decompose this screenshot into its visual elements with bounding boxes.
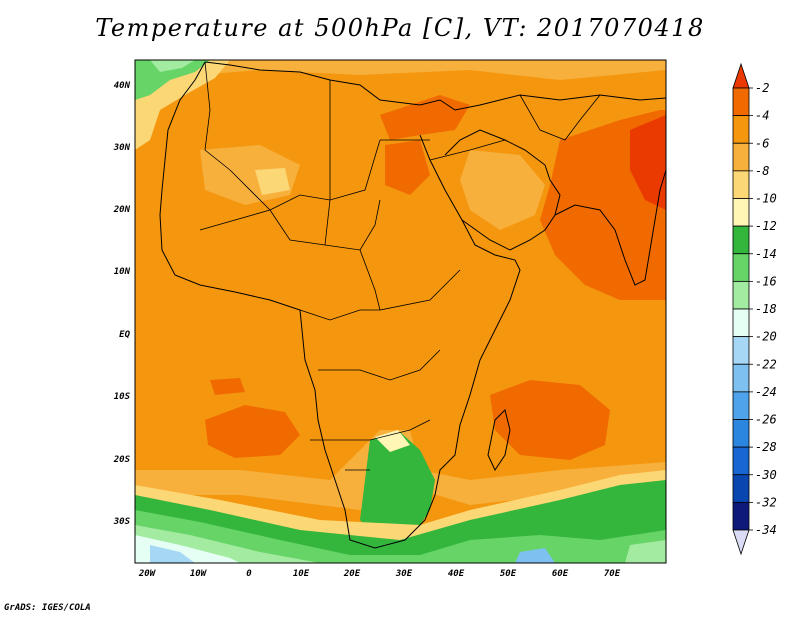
colorbar-swatch (732, 87, 750, 117)
longitude-axis: 20W 10W 0 10E 20E 30E 40E 50E 60E 70E (138, 569, 621, 579)
lon-label-0: 0 (246, 569, 252, 579)
lon-label-60e: 60E (552, 569, 569, 579)
colorbar-label: -8 (755, 164, 769, 178)
colorbar-swatch (732, 225, 750, 255)
colorbar-swatch (732, 115, 750, 144)
lat-label-40n: 40N (114, 81, 131, 91)
colorbar-label: -20 (755, 330, 777, 344)
colorbar-label: -16 (755, 274, 777, 288)
colorbar-label: -28 (755, 440, 777, 454)
colorbar-swatch (732, 391, 750, 420)
colorbar-label: -24 (755, 385, 777, 399)
lon-label-20w: 20W (138, 569, 157, 579)
colorbar-label: -32 (755, 495, 777, 509)
lat-label-10s: 10S (114, 392, 131, 402)
colorbar-label: -14 (755, 247, 777, 261)
colorbar-swatch (732, 142, 750, 172)
coastlines (159, 61, 666, 549)
colorbar-label: -12 (755, 219, 777, 233)
colorbar-bottom-arrow (732, 529, 750, 556)
lat-label-20s: 20S (113, 455, 131, 465)
colorbar-swatch (732, 446, 750, 476)
colorbar-label: -34 (755, 523, 777, 537)
lon-label-50e: 50E (500, 569, 517, 579)
colorbar-label: -6 (755, 136, 769, 150)
lon-label-70e: 70E (604, 569, 621, 579)
colorbar-label: -30 (755, 468, 777, 482)
colorbar-label: -22 (755, 357, 777, 371)
map-frame (134, 59, 667, 564)
colorbar-label: -2 (755, 81, 769, 95)
lat-label-eq: EQ (119, 330, 130, 340)
lon-label-10w: 10W (190, 569, 208, 579)
lat-label-30s: 30S (113, 517, 131, 527)
colorbar-swatch (732, 501, 750, 531)
lon-label-10e: 10E (293, 569, 310, 579)
colorbar-swatch (732, 474, 750, 503)
colorbar-swatch (732, 170, 750, 199)
colorbar-label: -10 (755, 192, 777, 206)
colorbar-swatch (732, 253, 750, 282)
colorbar: -2 -4 -6 -8 -10 -12 -14 -16 -18 -20 -22 -24 -26 -28 -3… (732, 62, 777, 556)
colorbar-swatch (732, 198, 750, 227)
colorbar-swatch (732, 308, 750, 338)
colorbar-swatch (732, 419, 750, 448)
footer-credit: GrADS: IGES/COLA (4, 603, 91, 613)
temperature-field (135, 60, 666, 563)
colorbar-label: -4 (755, 109, 769, 123)
lon-label-30e: 30E (395, 569, 413, 579)
colorbar-label: -18 (755, 302, 777, 316)
colorbar-top-arrow (732, 62, 750, 89)
map-title: Temperature at 500hPa [C], VT: 201707041… (95, 14, 705, 42)
lon-label-40e: 40E (448, 569, 465, 579)
latitude-axis: 40N 30N 20N 10N EQ 10S 20S 30S (113, 81, 131, 527)
lat-label-10n: 10N (114, 267, 131, 277)
country-borders (199, 61, 601, 471)
colorbar-label: -26 (755, 413, 777, 427)
colorbar-swatch (732, 336, 750, 365)
lon-label-20e: 20E (343, 569, 361, 579)
colorbar-swatch (732, 280, 750, 310)
colorbar-swatch (732, 363, 750, 393)
lat-label-30n: 30N (113, 143, 131, 153)
lat-label-20n: 20N (113, 205, 131, 215)
